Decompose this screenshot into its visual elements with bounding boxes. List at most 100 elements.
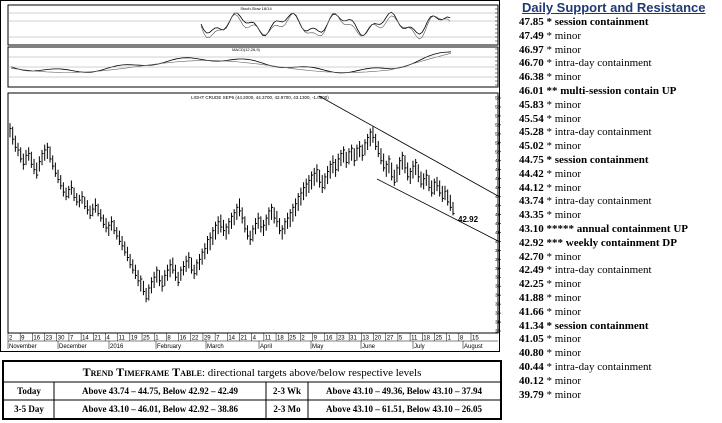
level-price: 47.85 [519, 16, 544, 28]
level-row: 46.38 * minor [519, 71, 581, 84]
month-label: April [260, 344, 272, 350]
level-marks: ** [543, 85, 561, 97]
stochastic-lines [8, 11, 498, 40]
level-label: minor [554, 140, 582, 153]
level-row: 41.88 * minor [519, 292, 581, 305]
trend-timeframe-table: Trend Timeframe Table: directional targe… [2, 360, 502, 420]
level-price: 45.02 [519, 140, 544, 153]
level-marks: * [543, 319, 555, 332]
channel-upper [318, 95, 499, 197]
x-tick-label: 13 [362, 336, 369, 342]
level-marks: * [543, 264, 555, 277]
y-tick-label: 31 [495, 320, 501, 325]
month-label: June [362, 344, 376, 350]
level-label: minor [554, 374, 582, 387]
level-row: 44.42 * minor [519, 168, 581, 181]
x-tick-label: 18 [277, 336, 284, 342]
y-tick-label: 32 [495, 311, 501, 316]
level-price: 40.12 [519, 374, 544, 387]
x-tick-label: 25 [143, 336, 150, 342]
x-tick-label: 23 [338, 336, 345, 342]
level-row: 40.80 * minor [519, 347, 581, 360]
x-tick-label: 16 [326, 336, 333, 342]
x-tick-label: 7 [216, 336, 220, 342]
timeframe-title-bold: Trend Timeframe Table [82, 365, 202, 379]
month-label: May [312, 344, 323, 350]
level-label: intra-day containment [554, 57, 652, 70]
x-tick-label: 11 [265, 336, 272, 342]
level-row: 45.83 * minor [519, 99, 581, 112]
level-marks: * [543, 181, 555, 194]
level-marks: * [543, 292, 555, 304]
tf-row-2-3wk-label: 2-3 Wk [272, 386, 302, 396]
stochastic-label: Stoch-Slow 18/14 [240, 6, 272, 11]
level-row: 42.49 * intra-day containment [519, 264, 652, 277]
month-label: December [59, 344, 87, 350]
tf-row-2-3mo-label: 2-3 Mo [273, 404, 301, 414]
level-row: 45.54 * minor [519, 113, 581, 126]
x-tick-label: 7 [70, 336, 74, 342]
level-row: 43.10 ***** annual containment UP [519, 223, 688, 236]
level-price: 42.70 [519, 250, 544, 263]
level-row: 46.70 * intra-day containment [519, 57, 652, 70]
timeframe-grid [4, 381, 500, 418]
level-row: 41.66 * minor [519, 306, 581, 319]
x-tick-label: 20 [375, 336, 382, 342]
y-tick-label: 48 [495, 167, 501, 172]
x-tick-label: 2 [9, 336, 13, 342]
level-label: minor [554, 43, 582, 56]
tf-row-2-3wk-targets: Above 43.10 – 49.36, Below 43.10 – 37.94 [326, 386, 482, 396]
trend-channel [318, 95, 499, 242]
level-row: 42.92 *** weekly containment DP [519, 237, 677, 250]
x-tick-label: 27 [387, 336, 394, 342]
month-label: August [464, 344, 483, 350]
level-row: 46.01 ** multi-session contain UP [519, 85, 676, 98]
x-tick-label: 9 [21, 336, 25, 342]
level-label: minor [554, 71, 582, 84]
y-tick-label: 41 [495, 230, 501, 235]
x-tick-label: 31 [350, 336, 357, 342]
level-price: 40.44 [519, 361, 544, 373]
level-label: multi-session contain UP [560, 85, 677, 97]
level-marks: * [543, 167, 555, 180]
level-label: minor [554, 333, 582, 346]
level-label: minor [554, 112, 582, 125]
x-tick-label: 15 [472, 336, 479, 342]
level-marks: * [543, 347, 555, 360]
level-price: 44.42 [519, 167, 544, 180]
level-price: 42.92 [519, 236, 544, 249]
last-price-label: 42.92 [458, 215, 479, 224]
level-row: 40.12 * minor [519, 375, 581, 388]
level-label: minor [554, 388, 582, 401]
level-price: 46.70 [519, 57, 544, 70]
tf-row-3-5day-targets: Above 43.10 – 46.01, Below 42.92 – 38.86 [82, 404, 238, 414]
y-tick-label: 47 [495, 176, 501, 181]
level-label: minor [554, 278, 582, 291]
level-price: 41.66 [519, 305, 544, 318]
y-tick-label: 38 [495, 257, 501, 262]
level-row: 46.97 * minor [519, 44, 581, 57]
level-price: 43.35 [519, 209, 544, 222]
level-marks: * [543, 209, 555, 222]
y-tick-label: 37 [495, 266, 501, 271]
level-label: minor [554, 305, 582, 318]
x-tick-label: 14 [228, 336, 235, 342]
price-series-label: LIGHT CRUDE SEP6 (44.2000, 44.3700, 42.9… [191, 95, 329, 100]
x-tick-label: 23 [46, 336, 53, 342]
timeframe-title: Trend Timeframe Table: directional targe… [4, 362, 500, 382]
month-label: November [9, 344, 37, 350]
level-row: 42.25 * minor [519, 278, 581, 291]
level-label: annual containment UP [576, 223, 688, 235]
x-tick-label: 25 [435, 336, 442, 342]
level-label: minor [554, 250, 582, 263]
x-tick-label: 2 [301, 336, 305, 342]
macd-lines [8, 51, 498, 78]
level-marks: * [543, 374, 555, 387]
level-price: 43.74 [519, 195, 544, 208]
y-tick-label: 52 [495, 131, 501, 136]
level-price: 42.25 [519, 278, 544, 291]
level-marks: * [543, 112, 555, 125]
y-tick-label: 42 [495, 221, 501, 226]
month-label: March [207, 344, 224, 350]
level-price: 46.38 [519, 71, 544, 84]
